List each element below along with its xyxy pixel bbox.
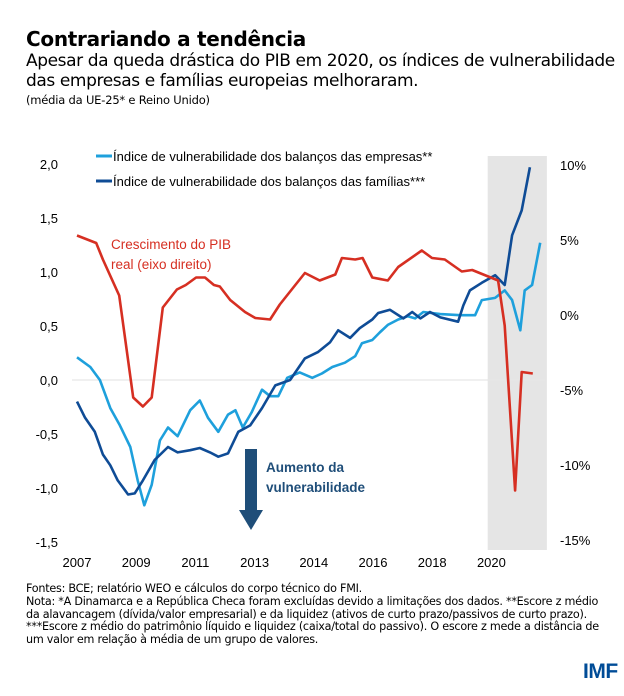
series-line-companies [76,242,542,507]
x-axis-ticks: 2007 2009 2011 2013 2014 2016 2018 2020 [63,555,506,570]
x-axis-tick-label: 2011 [181,555,209,570]
x-axis-tick-label: 2013 [240,555,269,570]
right-axis-tick-label: -15% [560,533,591,548]
legend: Índice de vulnerabilidade dos balanços d… [96,149,432,189]
chart-subtitle: Apesar da queda drástica do PIB em 2020,… [26,51,615,91]
right-axis-tick-label: 10% [560,158,586,173]
right-axis-tick-label: 0% [560,308,579,323]
right-axis-tick-label: -5% [560,383,584,398]
imf-logo: IMF [583,660,618,683]
gdp-annotation-line1: Crescimento do PIB [111,237,231,252]
x-axis-tick-label: 2020 [477,555,506,570]
footer-note: Nota: *A Dinamarca e a República Checa f… [26,594,599,647]
gdp-annotation-line2: real (eixo direito) [111,257,212,272]
series-lines [75,166,542,507]
vulnerability-annotation-line1: Aumento da [266,460,344,475]
left-axis-tick-label: -1,0 [36,481,58,496]
chart-title: Contrariando a tendência [26,27,306,51]
vulnerability-annotation-line2: vulnerabilidade [266,480,366,495]
legend-label-companies: Índice de vulnerabilidade dos balanços d… [113,149,432,164]
left-axis-tick-label: 2,0 [40,157,58,172]
x-axis-tick-label: 2014 [299,555,328,570]
left-axis-tick-label: 1,0 [40,265,58,280]
right-axis-tick-label: 5% [560,233,579,248]
shaded-region-2020 [487,156,547,550]
left-axis-tick-label: 0,5 [40,319,58,334]
x-axis-tick-label: 2018 [418,555,447,570]
footer-notes: Fontes: BCE; relatório WEO e cálculos do… [26,582,611,647]
right-axis-ticks: 10% 5% 0% -5% -10% -15% [560,158,591,548]
x-axis-tick-label: 2016 [359,555,388,570]
right-axis-tick-label: -10% [560,458,591,473]
left-axis-tick-label: 0,0 [40,373,58,388]
legend-label-households: Índice de vulnerabilidade dos balanços d… [113,174,425,189]
x-axis-tick-label: 2007 [63,555,92,570]
x-axis-tick-label: 2009 [122,555,151,570]
vulnerability-arrow-icon [239,449,263,530]
footer-sources: Fontes: BCE; relatório WEO e cálculos do… [26,582,362,595]
left-axis-ticks: 2,0 1,5 1,0 0,5 0,0 -0,5 -1,0 -1,5 [36,157,58,550]
scope-note: (média da UE-25* e Reino Unido) [26,93,210,107]
left-axis-tick-label: -0,5 [36,427,58,442]
series-line-households [75,166,532,496]
left-axis-tick-label: -1,5 [36,535,58,550]
left-axis-tick-label: 1,5 [40,211,58,226]
series-line-gdp [76,234,533,492]
chart: 2,0 1,5 1,0 0,5 0,0 -0,5 -1,0 -1,5 10% 5% 0% -5% -1… [36,149,591,570]
